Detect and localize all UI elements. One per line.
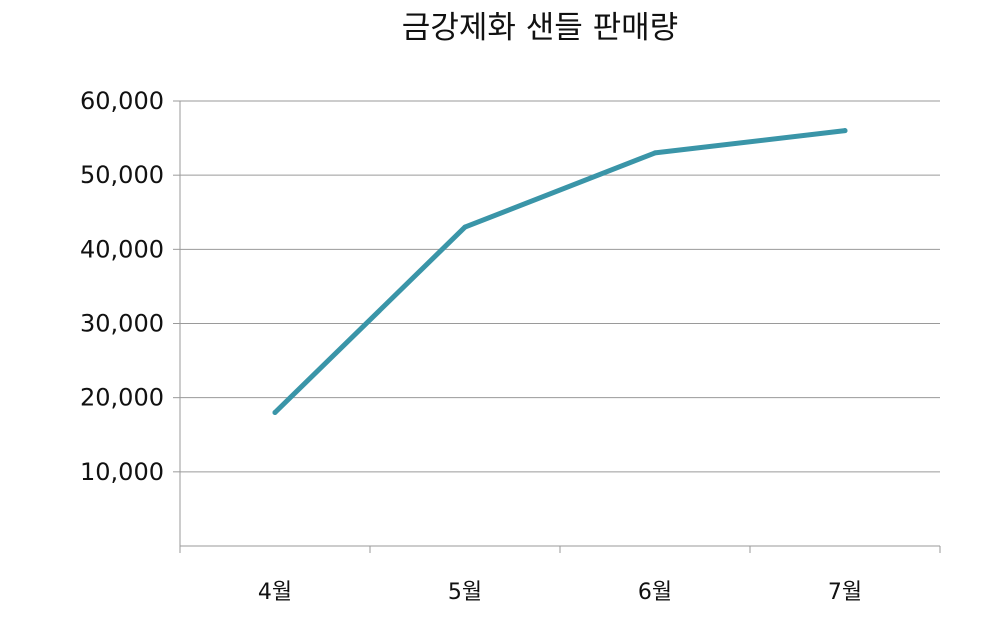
data-point [272, 410, 278, 415]
y-tick-labels: 10,000 20,000 30,000 40,000 50,000 60,000 [80, 87, 164, 486]
y-tick-label: 20,000 [80, 384, 164, 412]
y-tick-label: 30,000 [80, 310, 164, 338]
series-line [272, 128, 848, 415]
series-group [272, 128, 848, 415]
x-tick-labels: 4월 5월 6월 7월 [258, 580, 862, 605]
x-tick-label: 7월 [828, 580, 862, 605]
data-point [652, 150, 658, 156]
y-tick-label: 10,000 [80, 458, 164, 486]
y-tick-label: 60,000 [80, 87, 164, 115]
axes [179, 101, 941, 553]
chart-title: 금강제화 샌들 판매량 [402, 10, 678, 46]
gridlines [173, 100, 940, 473]
x-tick-label: 5월 [448, 580, 482, 605]
data-point [462, 224, 468, 230]
y-tick-label: 40,000 [80, 235, 164, 263]
data-point [842, 128, 848, 134]
x-tick-label: 6월 [638, 580, 672, 605]
y-tick-label: 50,000 [80, 161, 164, 189]
x-tick-label: 4월 [258, 580, 292, 605]
